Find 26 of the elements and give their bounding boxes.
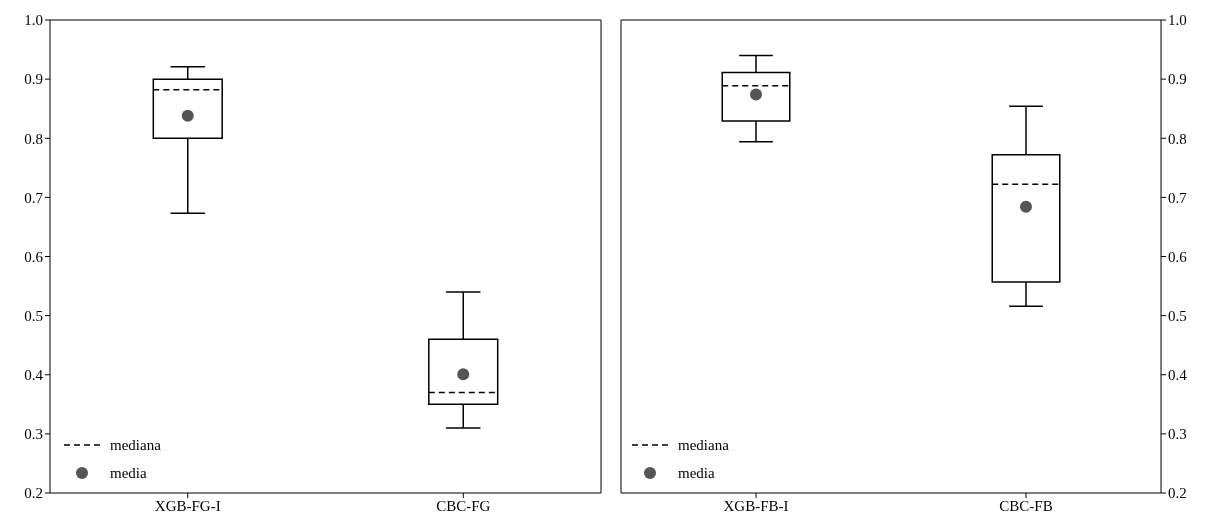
y-tick-label: 0.5 [24,307,43,324]
y-tick-label: 0.9 [24,71,43,88]
y-tick-label: 0.2 [1168,485,1187,502]
y-tick-label: 0.3 [24,426,43,443]
y-tick-label: 0.7 [1168,189,1188,206]
y-tick-label: 0.2 [24,485,43,502]
y-tick-label: 0.7 [24,189,44,206]
y-tick-label: 0.6 [1168,248,1188,265]
legend-label: mediana [110,436,161,454]
legend-label: mediana [678,436,729,454]
y-tick-label: 0.8 [1168,130,1187,147]
y-tick-label: 1.0 [24,12,43,29]
y-tick-label: 0.4 [24,367,44,384]
x-tick-label: CBC-FB [999,497,1053,514]
y-tick-label: 0.9 [1168,71,1187,88]
y-tick-label: 0.3 [1168,426,1187,443]
legend-label: media [678,464,715,482]
x-tick-label: XGB-FB-I [723,497,789,514]
y-tick-label: 0.6 [24,248,44,265]
x-tick-label: XGB-FG-I [154,497,221,514]
legend-label: media [110,464,147,482]
y-tick-label: 1.0 [1168,12,1187,29]
y-tick-label: 0.4 [1168,367,1188,384]
y-tick-label: 0.5 [1168,307,1187,324]
x-tick-label: CBC-FG [436,497,491,514]
y-tick-label: 0.8 [24,130,43,147]
